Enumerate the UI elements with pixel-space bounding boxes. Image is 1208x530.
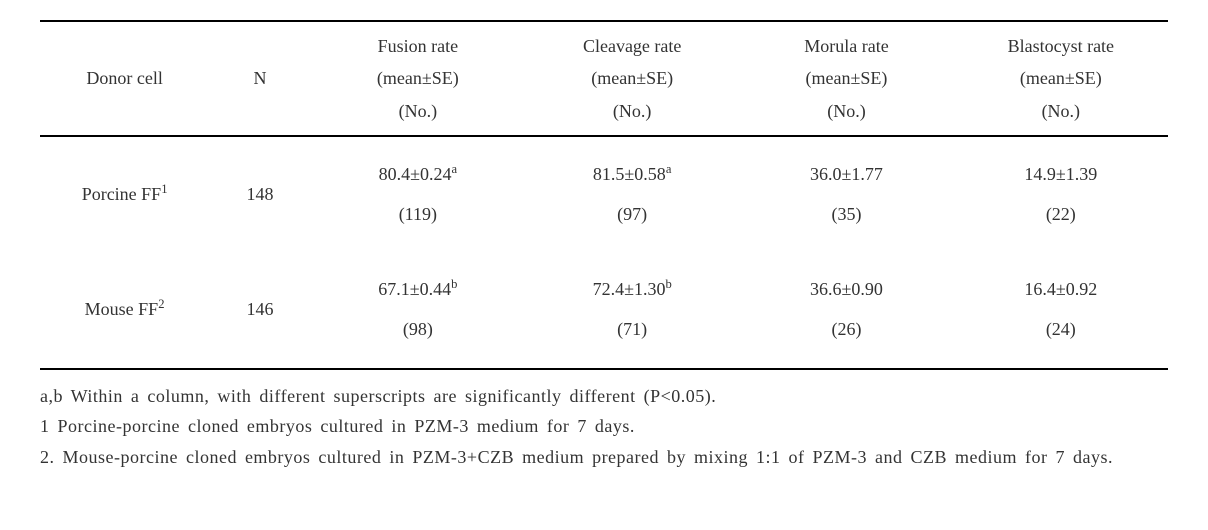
cell-n: 148 xyxy=(209,136,311,252)
header-sublabel: (mean±SE) xyxy=(377,68,459,88)
cell-morula: 36.6±0.90 (26) xyxy=(739,252,953,368)
cell-cleavage: 81.5±0.58a (97) xyxy=(525,136,739,252)
cell-sup: a xyxy=(452,162,458,176)
cell-no: (22) xyxy=(1046,204,1076,224)
cell-mean: 16.4±0.92 xyxy=(1024,279,1097,299)
cell-value: 148 xyxy=(246,184,273,204)
header-morula: Morula rate (mean±SE) (No.) xyxy=(739,21,953,136)
cell-morula: 36.0±1.77 (35) xyxy=(739,136,953,252)
header-fusion: Fusion rate (mean±SE) (No.) xyxy=(311,21,525,136)
cell-blastocyst: 16.4±0.92 (24) xyxy=(954,252,1168,368)
table-row: Porcine FF1 148 80.4±0.24a (119) 81.5±0.… xyxy=(40,136,1168,252)
cell-mean: 36.0±1.77 xyxy=(810,164,883,184)
header-label: Cleavage rate xyxy=(583,36,681,56)
header-sublabel: (mean±SE) xyxy=(1020,68,1102,88)
header-sublabel2: (No.) xyxy=(827,101,866,121)
cell-n: 146 xyxy=(209,252,311,368)
cell-sup: b xyxy=(665,277,671,291)
header-sublabel2: (No.) xyxy=(613,101,652,121)
header-sublabel: (mean±SE) xyxy=(591,68,673,88)
header-sublabel2: (No.) xyxy=(399,101,438,121)
footnote-line: 2. Mouse-porcine cloned embryos cultured… xyxy=(40,443,1168,472)
header-label: Morula rate xyxy=(804,36,888,56)
footnotes: a,b Within a column, with different supe… xyxy=(40,382,1168,472)
header-label: Blastocyst rate xyxy=(1008,36,1114,56)
header-cleavage: Cleavage rate (mean±SE) (No.) xyxy=(525,21,739,136)
header-sublabel: (mean±SE) xyxy=(806,68,888,88)
cell-mean: 80.4±0.24 xyxy=(379,164,452,184)
cell-sup: 2 xyxy=(158,297,164,311)
cell-sup: 1 xyxy=(161,182,167,196)
cell-mean: 67.1±0.44 xyxy=(378,279,451,299)
cell-mean: 36.6±0.90 xyxy=(810,279,883,299)
cell-value: 146 xyxy=(246,299,273,319)
cell-no: (98) xyxy=(403,319,433,339)
header-n: N xyxy=(209,21,311,136)
table-row: Mouse FF2 146 67.1±0.44b (98) 72.4±1.30b… xyxy=(40,252,1168,368)
cell-sup: b xyxy=(451,277,457,291)
data-table: Donor cell N Fusion rate (mean±SE) (No.)… xyxy=(40,20,1168,370)
cell-no: (119) xyxy=(399,204,437,224)
cell-mean: 14.9±1.39 xyxy=(1024,164,1097,184)
cell-fusion: 67.1±0.44b (98) xyxy=(311,252,525,368)
table-header-row: Donor cell N Fusion rate (mean±SE) (No.)… xyxy=(40,21,1168,136)
cell-cleavage: 72.4±1.30b (71) xyxy=(525,252,739,368)
data-table-container: Donor cell N Fusion rate (mean±SE) (No.)… xyxy=(40,20,1168,370)
header-donor-cell: Donor cell xyxy=(40,21,209,136)
cell-no: (24) xyxy=(1046,319,1076,339)
cell-mean: 72.4±1.30 xyxy=(593,279,666,299)
cell-mean: 81.5±0.58 xyxy=(593,164,666,184)
cell-fusion: 80.4±0.24a (119) xyxy=(311,136,525,252)
cell-no: (97) xyxy=(617,204,647,224)
cell-no: (26) xyxy=(831,319,861,339)
cell-value: Porcine FF xyxy=(82,184,162,204)
cell-value: Mouse FF xyxy=(85,299,159,319)
cell-sup: a xyxy=(666,162,672,176)
header-label: Donor cell xyxy=(86,68,162,88)
cell-donor: Porcine FF1 xyxy=(40,136,209,252)
cell-donor: Mouse FF2 xyxy=(40,252,209,368)
footnote-line: 1 Porcine-porcine cloned embryos culture… xyxy=(40,412,1168,441)
header-sublabel2: (No.) xyxy=(1042,101,1081,121)
footnote-line: a,b Within a column, with different supe… xyxy=(40,382,1168,411)
cell-no: (71) xyxy=(617,319,647,339)
header-label: N xyxy=(253,68,266,88)
header-label: Fusion rate xyxy=(378,36,459,56)
cell-blastocyst: 14.9±1.39 (22) xyxy=(954,136,1168,252)
header-blastocyst: Blastocyst rate (mean±SE) (No.) xyxy=(954,21,1168,136)
cell-no: (35) xyxy=(831,204,861,224)
